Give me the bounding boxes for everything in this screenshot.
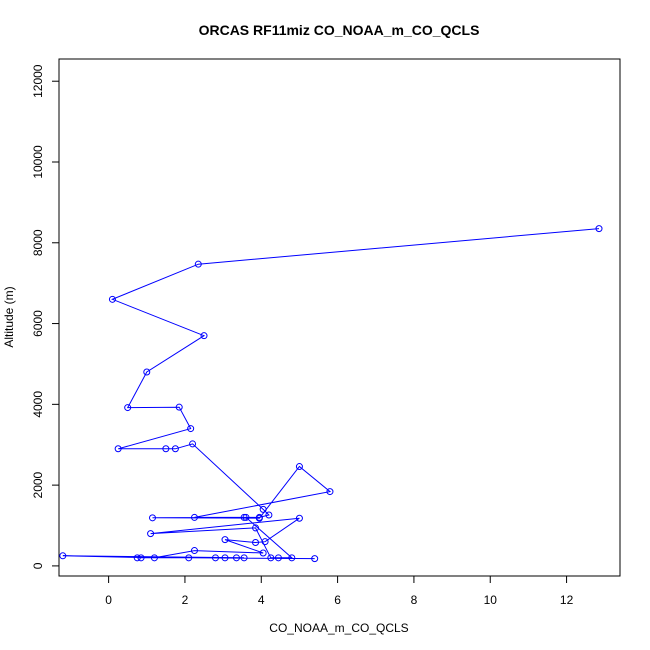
x-axis: 0 2 4 6 8 10 12 <box>105 575 574 607</box>
data-point <box>274 554 282 562</box>
data-point <box>326 488 334 496</box>
y-axis: 0 2000 4000 6000 8000 10000 12000 <box>31 64 60 569</box>
data-point <box>295 463 303 471</box>
x-tick-label: 4 <box>258 593 265 607</box>
data-point <box>252 538 260 546</box>
data-point <box>162 445 170 453</box>
data-point <box>114 445 122 453</box>
data-point <box>194 260 202 268</box>
y-tick-label: 6000 <box>31 310 45 337</box>
data-point <box>175 403 183 411</box>
data-point <box>124 404 132 412</box>
data-point <box>252 524 260 532</box>
data-point <box>265 511 273 519</box>
data-point <box>147 530 155 538</box>
data-point <box>133 554 141 562</box>
series-line <box>62 228 600 560</box>
data-point <box>189 440 197 448</box>
data-point <box>190 547 198 555</box>
x-tick-label: 10 <box>484 593 498 607</box>
y-tick-label: 0 <box>31 562 45 569</box>
data-point <box>143 368 151 376</box>
x-tick-label: 6 <box>334 593 341 607</box>
y-axis-label: Altitude (m) <box>2 286 16 347</box>
y-tick-label: 2000 <box>31 471 45 498</box>
data-point <box>185 554 193 562</box>
x-tick-label: 12 <box>560 593 574 607</box>
x-axis-label: CO_NOAA_m_CO_QCLS <box>269 621 408 635</box>
y-tick-label: 12000 <box>31 64 45 98</box>
data-point <box>259 505 267 513</box>
series-layer <box>59 225 603 563</box>
data-point <box>149 514 156 522</box>
data-point <box>108 295 116 303</box>
data-point <box>221 536 229 544</box>
chart-title: ORCAS RF11miz CO_NOAA_m_CO_QCLS <box>199 22 480 38</box>
data-point <box>59 552 67 560</box>
data-point <box>150 554 158 562</box>
x-tick-label: 2 <box>182 593 189 607</box>
y-tick-label: 4000 <box>31 391 45 418</box>
data-point <box>242 513 250 521</box>
plot-area-frame <box>58 58 621 577</box>
data-point <box>221 554 229 562</box>
data-point <box>137 554 145 562</box>
data-point <box>267 554 275 562</box>
data-point <box>190 513 198 521</box>
data-point <box>261 538 269 546</box>
data-point <box>240 513 248 521</box>
data-point <box>232 554 240 562</box>
data-point <box>288 554 296 562</box>
data-point <box>171 445 179 453</box>
data-point <box>311 555 319 563</box>
data-point <box>240 554 248 562</box>
y-tick-label: 10000 <box>31 145 45 179</box>
data-point <box>595 225 603 233</box>
data-point <box>295 514 303 522</box>
x-tick-label: 0 <box>105 593 112 607</box>
data-point <box>259 549 267 557</box>
data-point <box>187 425 195 433</box>
data-point <box>255 514 263 522</box>
y-tick-label: 8000 <box>31 229 45 256</box>
data-point <box>211 554 219 562</box>
x-tick-label: 8 <box>411 593 418 607</box>
data-point <box>200 332 208 340</box>
